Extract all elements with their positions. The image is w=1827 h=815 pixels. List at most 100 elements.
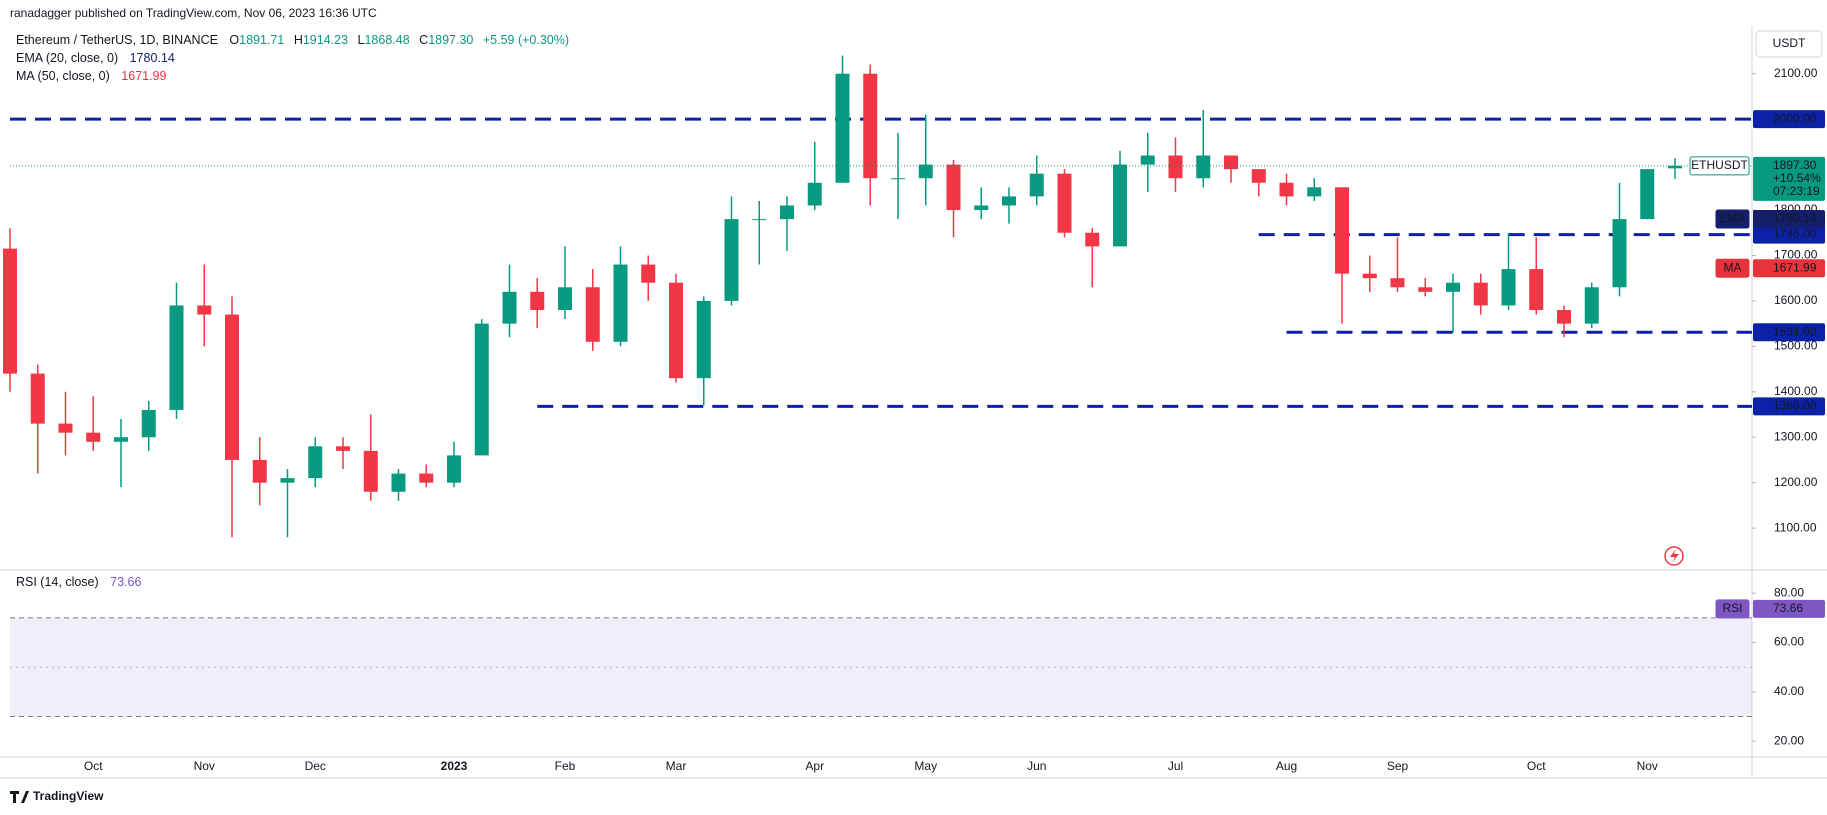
candle-body bbox=[1002, 196, 1016, 206]
candle-body bbox=[863, 73, 878, 179]
x-tick-label: Sep bbox=[1387, 759, 1409, 773]
candle-body bbox=[974, 205, 989, 211]
candle-body bbox=[391, 473, 406, 492]
y-tick-label: 20.00 bbox=[1774, 733, 1804, 747]
name-tag-text: MA bbox=[1724, 260, 1742, 274]
candle-body bbox=[585, 287, 600, 342]
y-tick-label: 1700.00 bbox=[1774, 248, 1818, 262]
candle-body bbox=[669, 282, 683, 379]
legend-label: RSI (14, close) bbox=[16, 575, 99, 589]
x-tick-label: Mar bbox=[666, 759, 687, 773]
footer-brand: TradingView bbox=[33, 789, 104, 803]
candle-body bbox=[1584, 287, 1599, 324]
candle-body bbox=[1279, 182, 1294, 197]
axis-tag bbox=[1753, 397, 1825, 416]
x-tick-label: Nov bbox=[1637, 759, 1658, 773]
y-tick-label: 1200.00 bbox=[1774, 475, 1818, 489]
y-tick-label: 80.00 bbox=[1774, 585, 1804, 599]
axis-tag-text: 2000.00 bbox=[1773, 111, 1817, 125]
tv-logo bbox=[10, 791, 29, 803]
y-tick-label: 1600.00 bbox=[1774, 293, 1818, 307]
alert-icon[interactable] bbox=[1664, 546, 1684, 566]
candle-body bbox=[58, 423, 73, 433]
price-tag-change: +10.54% bbox=[1773, 171, 1821, 185]
candle-body bbox=[1029, 173, 1044, 197]
ohlc-value: 1914.23 bbox=[303, 33, 348, 47]
ma-legend: MA (50, close, 0) 1671.99 bbox=[16, 69, 167, 83]
candle-body bbox=[474, 323, 489, 456]
symbol-tag bbox=[1689, 156, 1750, 176]
axis-tag bbox=[1753, 110, 1825, 129]
ohlc-value: 1868.48 bbox=[364, 33, 409, 47]
axis-tag-text: 1780.14 bbox=[1773, 211, 1817, 225]
candle-body bbox=[946, 164, 961, 211]
plot-layer: Oct Nov Dec 2023 Feb Mar Apr May Jun Jul Aug Sep Oct… bbox=[3, 55, 1825, 773]
symbol: Ethereum / TetherUS, 1D, BINANCE bbox=[16, 33, 218, 47]
axis-tag bbox=[1753, 259, 1825, 278]
candle-body bbox=[114, 437, 128, 442]
currency[interactable]: USDT bbox=[1773, 36, 1806, 50]
candle-body bbox=[724, 219, 739, 301]
x-tick-label: May bbox=[914, 759, 937, 773]
candle-body bbox=[447, 455, 461, 483]
name-tag bbox=[1715, 258, 1750, 278]
candle-body bbox=[225, 314, 239, 460]
axis-tag bbox=[1753, 210, 1825, 229]
candle-body bbox=[308, 446, 323, 479]
y-tick-label: 1500.00 bbox=[1774, 339, 1818, 353]
candle-body bbox=[1473, 282, 1488, 306]
ohlc-label: L bbox=[358, 33, 365, 47]
rsi-legend: RSI (14, close) 73.66 bbox=[16, 575, 141, 589]
axis-tag bbox=[1753, 323, 1825, 342]
candle-body bbox=[1418, 287, 1433, 292]
candle-body bbox=[197, 305, 212, 315]
legend-label: MA (50, close, 0) bbox=[16, 69, 110, 83]
candle-body bbox=[1446, 282, 1460, 292]
ohlc-value: 1897.30 bbox=[428, 33, 473, 47]
currency-button[interactable] bbox=[1755, 30, 1823, 58]
legend-value: 1671.99 bbox=[121, 69, 166, 83]
candle-body bbox=[558, 287, 572, 310]
y-tick-label: 60.00 bbox=[1774, 635, 1804, 649]
axis-tag bbox=[1753, 225, 1825, 244]
alert-icon-bolt bbox=[1670, 549, 1679, 563]
candle-body bbox=[3, 248, 17, 374]
y-tick-label: 1400.00 bbox=[1774, 384, 1818, 398]
candle-body bbox=[1168, 155, 1183, 179]
candle-body bbox=[252, 459, 267, 483]
candle-body bbox=[530, 291, 545, 310]
candle-body bbox=[1085, 232, 1100, 247]
ohlc-label: O bbox=[229, 33, 239, 47]
y-tick-label: 40.00 bbox=[1774, 684, 1804, 698]
candle-body bbox=[1640, 169, 1655, 220]
legend-value: 73.66 bbox=[110, 575, 141, 589]
ohlc-label: H bbox=[294, 33, 303, 47]
candle-body bbox=[1307, 187, 1322, 197]
candle-body bbox=[169, 305, 184, 410]
candle-body bbox=[1140, 155, 1155, 165]
x-tick-label: Dec bbox=[305, 759, 326, 773]
candle-body bbox=[1224, 155, 1238, 170]
candle-body bbox=[1113, 164, 1127, 247]
candle-body bbox=[141, 409, 156, 438]
x-tick-label: 2023 bbox=[441, 759, 468, 773]
candle-body bbox=[363, 450, 378, 492]
candle-body bbox=[696, 300, 711, 379]
candle-body bbox=[1335, 187, 1349, 274]
axis-tag-text: 1368.00 bbox=[1773, 398, 1817, 412]
candle-body bbox=[1668, 165, 1682, 169]
name-tag bbox=[1715, 599, 1750, 619]
x-tick-label: Nov bbox=[194, 759, 215, 773]
axis-tag-text: 73.66 bbox=[1773, 601, 1803, 615]
candle-body bbox=[807, 182, 822, 206]
legend-value: 1780.14 bbox=[130, 51, 175, 65]
candle-body bbox=[1251, 169, 1266, 183]
candle-body bbox=[918, 164, 933, 179]
legend-label: EMA (20, close, 0) bbox=[16, 51, 118, 65]
price-tag-value: 1897.30 bbox=[1773, 158, 1817, 172]
candle-body bbox=[1390, 278, 1405, 288]
candle-body bbox=[1362, 273, 1377, 279]
x-tick-label: Jul bbox=[1168, 759, 1183, 773]
candle-body bbox=[1557, 309, 1571, 324]
